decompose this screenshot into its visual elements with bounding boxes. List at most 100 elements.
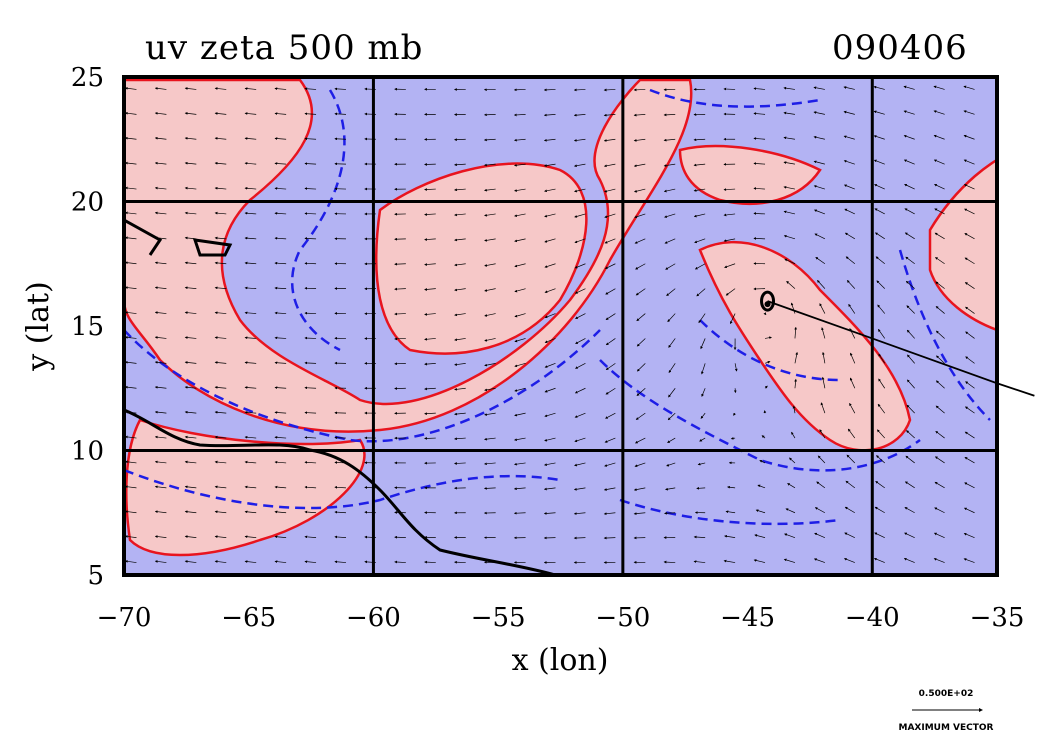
wind-vector bbox=[124, 485, 137, 489]
wind-vector bbox=[933, 85, 945, 90]
wind-vector bbox=[244, 460, 257, 464]
wind-vector bbox=[875, 256, 885, 265]
storm-center-icon bbox=[760, 290, 776, 312]
wind-vector bbox=[244, 560, 257, 563]
wind-vector bbox=[124, 211, 137, 215]
wind-vector bbox=[513, 113, 526, 117]
wind-vector bbox=[364, 535, 376, 539]
wind-vector bbox=[693, 138, 706, 142]
wind-vector bbox=[364, 87, 376, 91]
coastline bbox=[124, 218, 556, 575]
wind-vector bbox=[873, 135, 885, 140]
wind-vector bbox=[934, 184, 945, 190]
wind-vector bbox=[184, 186, 197, 190]
wind-vector bbox=[514, 238, 526, 243]
wind-vector bbox=[124, 311, 137, 314]
wind-vector bbox=[878, 353, 886, 364]
wind-vector bbox=[663, 560, 676, 564]
wind-vector bbox=[424, 312, 436, 316]
wind-vector bbox=[514, 387, 526, 392]
wind-vector bbox=[544, 387, 556, 393]
wind-vector bbox=[603, 138, 616, 142]
wind-vector bbox=[543, 487, 556, 491]
wind-vector bbox=[573, 163, 586, 168]
wind-vector bbox=[604, 188, 616, 193]
wind-vector bbox=[394, 312, 406, 316]
wind-vector bbox=[484, 238, 496, 242]
wind-vector bbox=[543, 163, 556, 167]
wind-vector bbox=[873, 110, 885, 115]
wind-vector bbox=[214, 286, 227, 290]
wind-vector bbox=[424, 560, 436, 564]
wind-vector bbox=[274, 211, 287, 215]
wind-vector bbox=[696, 486, 706, 490]
wind-vector bbox=[394, 337, 406, 341]
wind-vector bbox=[753, 559, 766, 563]
x-tick-label: −55 bbox=[471, 603, 526, 633]
wind-vector bbox=[903, 557, 915, 563]
y-tick-label: 25 bbox=[71, 63, 104, 93]
wind-vector bbox=[124, 360, 137, 364]
wind-vector bbox=[633, 113, 646, 117]
wind-vector bbox=[244, 236, 257, 240]
wind-vector bbox=[514, 188, 526, 192]
wind-vector bbox=[820, 402, 826, 414]
wind-vector bbox=[574, 238, 586, 244]
wind-vector bbox=[454, 437, 466, 441]
wind-vector bbox=[693, 535, 706, 539]
y-tick-label: 10 bbox=[71, 437, 104, 467]
wind-vector bbox=[730, 313, 736, 325]
wind-vector bbox=[634, 238, 646, 244]
wind-vector bbox=[667, 313, 676, 323]
wind-vector bbox=[304, 137, 317, 141]
wind-vector bbox=[574, 213, 586, 218]
wind-vector bbox=[124, 161, 137, 165]
wind-vector bbox=[874, 232, 885, 240]
wind-vector bbox=[454, 462, 466, 465]
wind-vector bbox=[214, 535, 227, 539]
wind-vector bbox=[244, 435, 257, 439]
wind-vector bbox=[454, 387, 466, 391]
wind-vector bbox=[424, 188, 436, 191]
wind-vector bbox=[214, 560, 227, 563]
wind-vector bbox=[424, 288, 436, 291]
wind-vector bbox=[819, 429, 826, 439]
wind-vector bbox=[184, 560, 197, 563]
wind-vector bbox=[933, 558, 945, 563]
wind-vector bbox=[934, 257, 945, 265]
wind-vector bbox=[424, 238, 436, 241]
wind-vector bbox=[904, 507, 915, 514]
chart-title: uv zeta 500 mb bbox=[145, 28, 424, 68]
wind-vector bbox=[214, 211, 227, 215]
wind-vector bbox=[244, 311, 257, 315]
wind-vector bbox=[964, 233, 975, 240]
wind-vector bbox=[244, 535, 257, 539]
wind-vector bbox=[304, 411, 317, 415]
wind-vector bbox=[635, 412, 646, 420]
wind-vector bbox=[693, 560, 706, 564]
wind-vector bbox=[124, 236, 137, 240]
wind-vector bbox=[304, 162, 317, 166]
wind-vector bbox=[274, 236, 287, 240]
wind-vector bbox=[484, 437, 496, 441]
wind-vector bbox=[544, 412, 556, 418]
wind-vector bbox=[783, 111, 796, 115]
wind-vector bbox=[394, 560, 406, 564]
wind-vector bbox=[274, 162, 287, 165]
wind-vector bbox=[633, 188, 646, 193]
wind-vector bbox=[304, 212, 317, 215]
wind-vector bbox=[814, 507, 826, 514]
wind-vector bbox=[934, 208, 945, 215]
wind-vector bbox=[484, 263, 496, 267]
wind-vector bbox=[844, 532, 855, 538]
wind-vector bbox=[304, 510, 317, 514]
wind-vector bbox=[454, 288, 466, 292]
wind-vector bbox=[603, 113, 616, 117]
wind-vector bbox=[846, 280, 856, 289]
positive-region bbox=[678, 144, 822, 205]
wind-vector bbox=[394, 287, 406, 291]
wind-vector bbox=[304, 87, 317, 91]
wind-vector bbox=[933, 532, 945, 538]
wind-vector bbox=[873, 159, 885, 165]
wind-vector bbox=[934, 481, 945, 489]
